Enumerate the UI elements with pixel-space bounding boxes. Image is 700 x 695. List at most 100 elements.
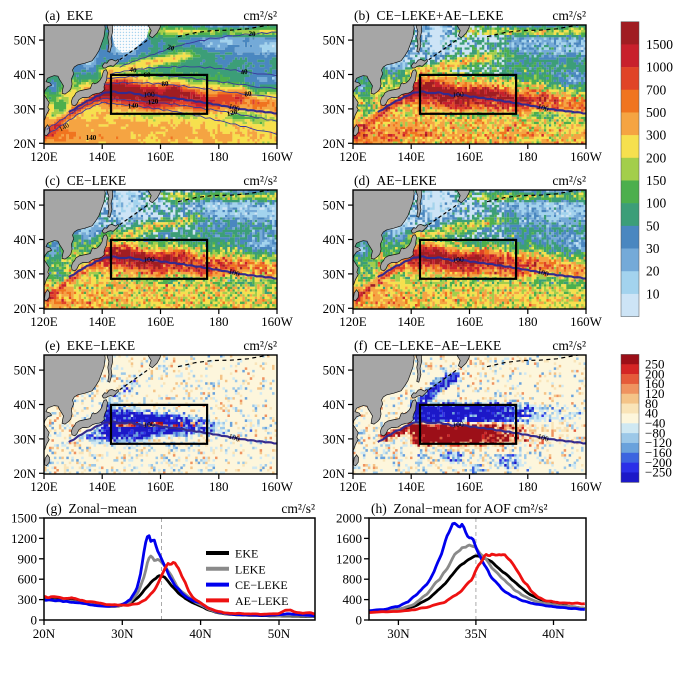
svg-text:1000: 1000 — [646, 60, 673, 75]
svg-text:−120: −120 — [645, 435, 672, 450]
svg-text:140: 140 — [86, 134, 97, 142]
svg-text:140E: 140E — [88, 149, 116, 164]
svg-text:10: 10 — [646, 286, 660, 301]
svg-text:0: 0 — [356, 613, 363, 628]
svg-text:(d) AE−LEKE: (d) AE−LEKE — [354, 173, 437, 188]
svg-text:200: 200 — [645, 366, 665, 381]
svg-text:100: 100 — [143, 255, 155, 265]
svg-text:180: 180 — [209, 149, 229, 164]
svg-text:40N: 40N — [323, 397, 346, 412]
svg-text:20N: 20N — [323, 466, 346, 481]
svg-text:140E: 140E — [397, 479, 425, 494]
svg-text:100: 100 — [227, 102, 241, 114]
svg-text:120E: 120E — [339, 479, 367, 494]
svg-text:160E: 160E — [147, 149, 175, 164]
svg-text:250: 250 — [645, 356, 665, 371]
svg-text:50N: 50N — [323, 363, 346, 378]
svg-text:(c) CE−LEKE: (c) CE−LEKE — [45, 173, 126, 188]
svg-text:40N: 40N — [189, 626, 212, 641]
svg-text:180: 180 — [209, 314, 229, 329]
svg-text:(b) CE−LEKE+AE−LEKE: (b) CE−LEKE+AE−LEKE — [354, 8, 504, 23]
svg-text:50N: 50N — [14, 363, 37, 378]
svg-text:120E: 120E — [339, 149, 367, 164]
svg-text:40N: 40N — [14, 397, 37, 412]
svg-text:300: 300 — [18, 592, 38, 607]
svg-text:100: 100 — [536, 267, 550, 279]
svg-text:50N: 50N — [14, 198, 37, 213]
svg-text:50N: 50N — [323, 198, 346, 213]
svg-text:30N: 30N — [111, 626, 134, 641]
svg-text:120: 120 — [645, 386, 665, 401]
svg-text:50N: 50N — [14, 33, 37, 48]
svg-text:700: 700 — [646, 82, 667, 97]
svg-text:30: 30 — [646, 241, 660, 256]
svg-text:30N: 30N — [14, 431, 37, 446]
svg-text:100: 100 — [452, 255, 464, 265]
svg-text:30N: 30N — [323, 266, 346, 281]
svg-text:50N: 50N — [323, 33, 346, 48]
svg-text:−200: −200 — [645, 455, 672, 470]
svg-text:160E: 160E — [456, 149, 484, 164]
svg-text:100: 100 — [452, 420, 464, 430]
svg-text:30N: 30N — [387, 626, 410, 641]
svg-text:−40: −40 — [645, 416, 665, 431]
svg-text:120E: 120E — [30, 479, 58, 494]
svg-text:20: 20 — [248, 30, 256, 39]
svg-text:cm²/s²: cm²/s² — [281, 501, 315, 516]
svg-text:180: 180 — [518, 314, 538, 329]
svg-text:35N: 35N — [465, 626, 488, 641]
svg-text:20N: 20N — [33, 626, 56, 641]
svg-text:80: 80 — [645, 396, 658, 411]
svg-text:400: 400 — [343, 592, 363, 607]
svg-text:200: 200 — [646, 150, 667, 165]
svg-text:cm²/s²: cm²/s² — [552, 338, 586, 353]
svg-text:−250: −250 — [645, 465, 672, 480]
svg-text:140E: 140E — [88, 479, 116, 494]
svg-text:160W: 160W — [261, 149, 294, 164]
svg-text:100: 100 — [646, 196, 667, 211]
svg-text:100: 100 — [536, 432, 550, 444]
svg-text:40N: 40N — [14, 67, 37, 82]
svg-text:30N: 30N — [14, 266, 37, 281]
svg-text:180: 180 — [518, 149, 538, 164]
svg-text:40N: 40N — [323, 232, 346, 247]
svg-text:140E: 140E — [88, 314, 116, 329]
svg-text:20: 20 — [646, 264, 660, 279]
svg-text:800: 800 — [343, 572, 363, 587]
svg-text:50: 50 — [646, 218, 660, 233]
svg-text:140: 140 — [128, 102, 140, 111]
svg-text:30N: 30N — [323, 101, 346, 116]
svg-text:100: 100 — [143, 420, 155, 430]
svg-text:160W: 160W — [570, 479, 603, 494]
svg-text:600: 600 — [18, 572, 38, 587]
svg-text:100: 100 — [452, 90, 464, 100]
svg-text:20N: 20N — [323, 136, 346, 151]
svg-text:160: 160 — [645, 376, 665, 391]
svg-text:40: 40 — [645, 406, 658, 421]
svg-text:cm²/s²: cm²/s² — [552, 173, 586, 188]
svg-text:300: 300 — [646, 128, 667, 143]
svg-text:20N: 20N — [14, 136, 37, 151]
svg-text:140E: 140E — [397, 314, 425, 329]
svg-text:1500: 1500 — [11, 511, 37, 526]
svg-text:100: 100 — [536, 102, 550, 114]
svg-text:1200: 1200 — [336, 551, 362, 566]
svg-text:30N: 30N — [323, 431, 346, 446]
svg-text:cm²/s²: cm²/s² — [243, 338, 277, 353]
svg-text:40N: 40N — [323, 67, 346, 82]
svg-text:40N: 40N — [14, 232, 37, 247]
svg-text:EKE: EKE — [235, 547, 258, 561]
svg-text:1200: 1200 — [11, 531, 37, 546]
svg-text:80: 80 — [161, 80, 169, 89]
svg-text:160E: 160E — [456, 314, 484, 329]
svg-text:150: 150 — [646, 173, 667, 188]
svg-text:900: 900 — [18, 551, 38, 566]
svg-text:160E: 160E — [147, 314, 175, 329]
svg-text:20N: 20N — [14, 301, 37, 316]
svg-text:140E: 140E — [397, 149, 425, 164]
svg-text:20N: 20N — [323, 301, 346, 316]
svg-text:100: 100 — [227, 267, 241, 279]
svg-text:40: 40 — [129, 66, 138, 75]
svg-text:2000: 2000 — [336, 511, 362, 526]
svg-text:cm²/s²: cm²/s² — [243, 8, 277, 23]
